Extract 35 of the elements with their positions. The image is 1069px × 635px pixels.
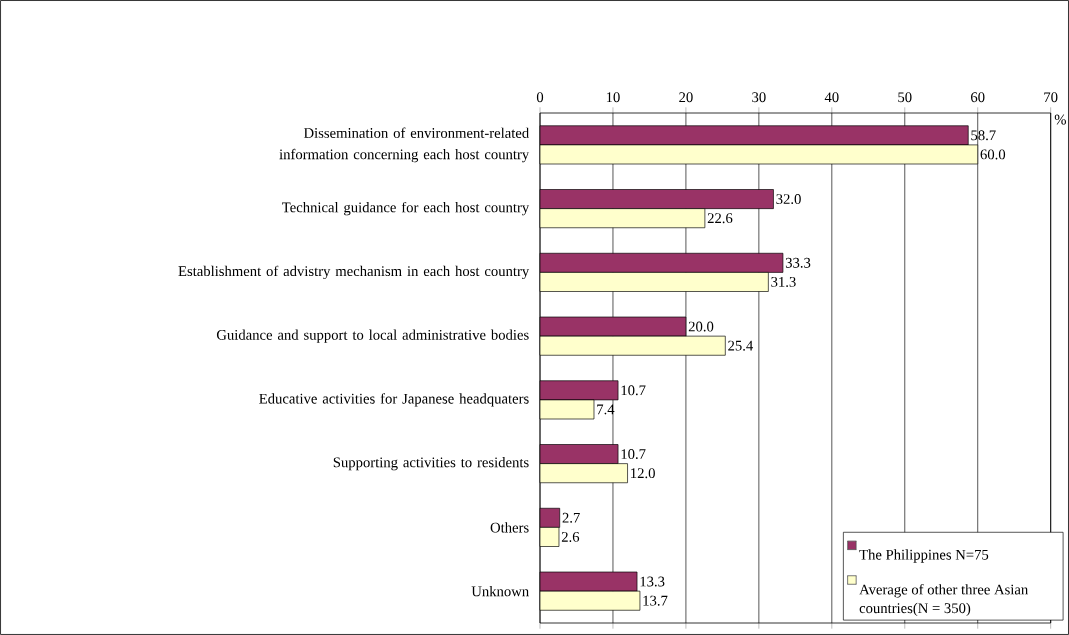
y-tick-label: Establishment of advistry mechanism in each host country (178, 265, 530, 280)
data-label: 22.6 (707, 213, 733, 224)
data-label: 25.4 (728, 340, 754, 351)
data-label: 10.7 (621, 385, 646, 396)
y-tick-label: Technical guidance for each host country (282, 201, 530, 216)
x-tick-label: 30 (752, 92, 766, 103)
y-tick-label: Supporting activities to residents (333, 456, 529, 471)
y-tick-label: Unknown (471, 585, 529, 597)
y-tick-label: Others (490, 522, 529, 533)
data-label: 31.3 (771, 276, 796, 287)
data-label: 58.7 (971, 130, 996, 141)
data-label: 60.0 (980, 149, 1006, 160)
data-label: 12.0 (631, 468, 655, 479)
x-axis-title: % (1054, 114, 1066, 125)
data-label: 33.3 (785, 257, 811, 268)
data-label: 2.6 (561, 531, 580, 542)
data-label: 13.7 (643, 595, 668, 606)
data-label: 20.0 (688, 321, 714, 332)
data-label: 32.0 (776, 194, 801, 205)
x-tick-label: 0 (536, 92, 544, 103)
x-tick-label: 20 (679, 92, 693, 103)
data-label: 10.7 (621, 449, 646, 460)
y-tick-label: Educative activities for Japanese headquaters (259, 393, 529, 407)
x-tick-label: 10 (606, 92, 620, 103)
data-label: 2.7 (562, 512, 580, 523)
x-tick-label: 60 (971, 92, 985, 103)
x-tick-label: 70 (1044, 92, 1058, 103)
data-label: 13.3 (640, 576, 665, 587)
legend-label: Average of other three Asian countries(N = 350) (859, 584, 1029, 617)
y-tick-label: Guidance and support to local administrative bodies (216, 329, 529, 343)
x-tick-label: 40 (824, 92, 839, 103)
legend-label: The Philippines N=75 (859, 549, 989, 563)
x-tick-label: 50 (898, 92, 912, 103)
y-tick-label: Dissemination of environment-related information concerning each host country (279, 127, 530, 163)
data-label: 7.4 (597, 404, 615, 415)
